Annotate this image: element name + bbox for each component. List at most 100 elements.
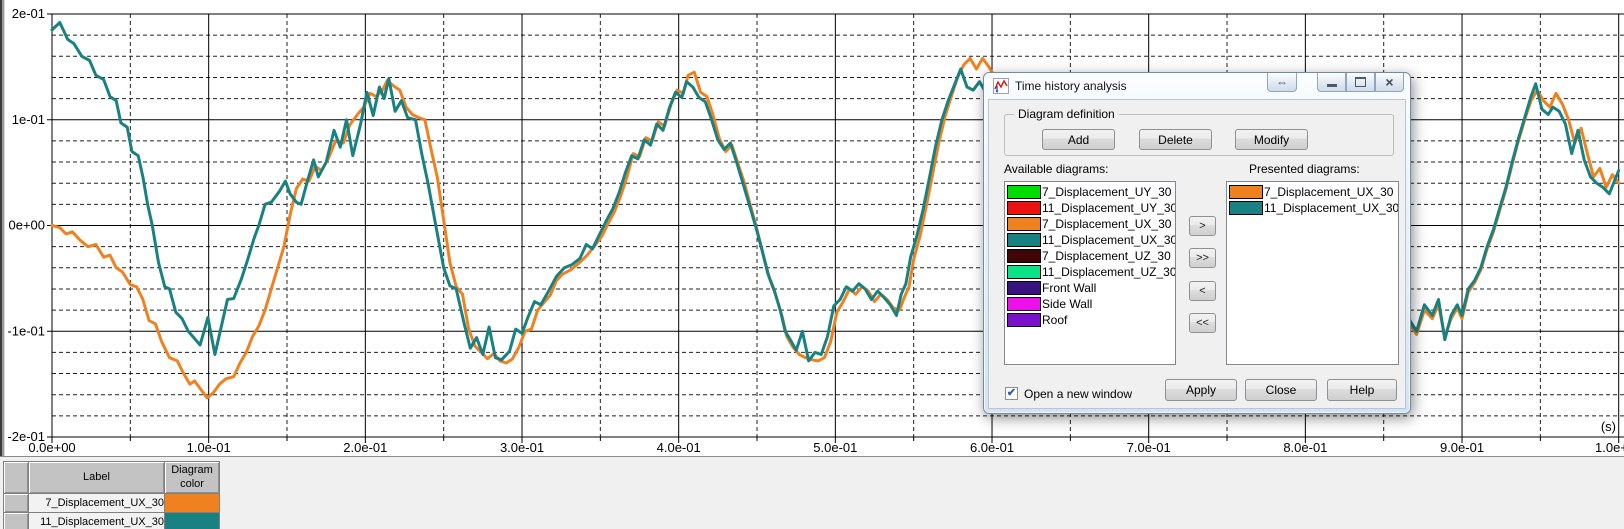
diagram-item-label: 11_Displacement_UY_30 — [1042, 200, 1176, 215]
diagram-item-label: Front Wall — [1042, 280, 1097, 295]
close-icon: × — [1385, 74, 1394, 90]
presented-diagram-item[interactable]: 7_Displacement_UX_30 — [1229, 184, 1398, 199]
x-axis-tick-label: 1.0e+00 — [1595, 440, 1624, 455]
row-selector-cell[interactable] — [3, 512, 29, 529]
legend-table-row: 7_Displacement_UX_30 — [3, 493, 220, 513]
presented-diagrams-list[interactable]: 7_Displacement_UX_30 11_Displacement_UX_3… — [1226, 181, 1399, 365]
diagram-item-label: 11_Displacement_UZ_30 — [1042, 264, 1176, 279]
x-axis-tick-label: 2.0e-01 — [343, 440, 387, 455]
available-diagram-item[interactable]: 7_Displacement_UY_30 — [1007, 184, 1175, 199]
y-axis-tick-label: 0e+00 — [8, 218, 45, 233]
close-button[interactable]: × — [1375, 73, 1404, 92]
diagram-item-label: 7_Displacement_UZ_30 — [1042, 248, 1171, 263]
diagram-color-swatch — [1229, 200, 1263, 215]
y-axis-tick-label: 2e-01 — [12, 6, 45, 21]
series-color-fill — [165, 494, 219, 512]
x-axis-tick-label: 4.0e-01 — [657, 440, 701, 455]
x-axis-tick-label: 5.0e-01 — [813, 440, 857, 455]
x-axis-tick-label: 0.0e+00 — [28, 440, 75, 455]
x-axis-tick-label: 7.0e-01 — [1127, 440, 1171, 455]
legend-panel: Label Diagram color 7_Displacement_UX_30 1… — [0, 456, 1624, 529]
resize-button[interactable]: ⇔ — [1267, 73, 1297, 92]
maximize-icon — [1355, 77, 1366, 87]
diagram-definition-groupbox: Diagram definition — [1004, 107, 1394, 156]
caption-button-group: × — [1317, 73, 1404, 92]
series-label-cell[interactable]: 11_Displacement_UX_30 — [28, 512, 165, 529]
modify-button[interactable]: Modify — [1235, 129, 1308, 150]
series-label-cell[interactable]: 7_Displacement_UX_30 — [28, 493, 165, 513]
diagram-item-label: Side Wall — [1042, 296, 1093, 311]
minimize-button[interactable] — [1317, 73, 1346, 92]
available-diagram-item[interactable]: 7_Displacement_UX_30 — [1007, 216, 1175, 231]
available-diagram-item[interactable]: 11_Displacement_UX_30 — [1007, 232, 1175, 247]
open-new-window-label: Open a new window — [1024, 387, 1133, 401]
resize-icon: ⇔ — [1276, 75, 1288, 89]
y-axis-tick-label: -2e-01 — [7, 429, 45, 444]
available-diagram-item[interactable]: Roof — [1007, 312, 1175, 327]
window-left-border — [0, 0, 5, 529]
maximize-button[interactable] — [1346, 73, 1375, 92]
diagram-item-label: Roof — [1042, 312, 1068, 327]
presented-diagram-item[interactable]: 11_Displacement_UX_30 — [1229, 200, 1398, 215]
series-color-fill — [165, 513, 219, 529]
move-all-right-button[interactable]: >> — [1189, 248, 1216, 268]
x-axis-tick-label: 8.0e-01 — [1283, 440, 1327, 455]
diagram-color-swatch — [1007, 296, 1041, 311]
available-diagrams-label: Available diagrams: — [1004, 162, 1109, 176]
diagram-color-swatch — [1007, 200, 1041, 215]
available-diagram-item[interactable]: 7_Displacement_UZ_30 — [1007, 248, 1175, 263]
y-axis-tick-label: -1e-01 — [7, 323, 45, 338]
row-selector-header — [3, 461, 29, 494]
groupbox-label: Diagram definition — [1014, 107, 1119, 121]
apply-button[interactable]: Apply — [1165, 379, 1237, 401]
series-color-cell[interactable] — [164, 493, 220, 513]
presented-diagrams-label: Presented diagrams: — [1249, 162, 1360, 176]
x-axis-tick-label: 1.0e-01 — [187, 440, 231, 455]
color-column-header: Diagram color — [164, 461, 220, 494]
delete-button[interactable]: Delete — [1139, 129, 1212, 150]
diagram-item-label: 7_Displacement_UX_30 — [1264, 184, 1394, 199]
chart-icon — [993, 78, 1009, 94]
row-selector-cell[interactable] — [3, 493, 29, 513]
legend-table-row: 11_Displacement_UX_30 — [3, 512, 220, 529]
available-diagram-item[interactable]: Front Wall — [1007, 280, 1175, 295]
y-axis-tick-label: 1e-01 — [12, 112, 45, 127]
move-left-button[interactable]: < — [1189, 281, 1216, 301]
available-diagrams-list[interactable]: 7_Displacement_UY_30 11_Displacement_UY_3… — [1004, 181, 1176, 365]
move-right-button[interactable]: > — [1189, 216, 1216, 236]
add-button[interactable]: Add — [1042, 129, 1115, 150]
diagram-color-swatch — [1229, 184, 1263, 199]
x-axis-tick-label: 3.0e-01 — [500, 440, 544, 455]
available-diagram-item[interactable]: 11_Displacement_UZ_30 — [1007, 264, 1175, 279]
dialog-titlebar[interactable]: Time history analysis ⇔ × — [984, 73, 1410, 98]
available-diagram-item[interactable]: 11_Displacement_UY_30 — [1007, 200, 1175, 215]
x-axis-tick-label: 6.0e-01 — [970, 440, 1014, 455]
diagram-color-swatch — [1007, 232, 1041, 247]
dialog-title: Time history analysis — [1015, 79, 1127, 93]
time-history-analysis-dialog: Time history analysis ⇔ × Diagram defini… — [983, 72, 1411, 414]
close-dialog-button[interactable]: Close — [1245, 379, 1317, 401]
label-column-header: Label — [28, 461, 165, 494]
diagram-color-swatch — [1007, 248, 1041, 263]
diagram-color-swatch — [1007, 216, 1041, 231]
diagram-item-label: 7_Displacement_UY_30 — [1042, 184, 1172, 199]
diagram-item-label: 7_Displacement_UX_30 — [1042, 216, 1172, 231]
open-new-window-checkbox[interactable]: ✔ — [1005, 387, 1018, 400]
x-axis-unit-label: (s) — [1601, 419, 1616, 434]
available-diagram-item[interactable]: Side Wall — [1007, 296, 1175, 311]
series-color-cell[interactable] — [164, 512, 220, 529]
legend-table: Label Diagram color 7_Displacement_UX_30 1… — [3, 461, 220, 529]
legend-header-row: Label Diagram color — [3, 461, 220, 494]
help-button[interactable]: Help — [1327, 379, 1397, 401]
minimize-icon — [1326, 83, 1337, 87]
diagram-color-swatch — [1007, 264, 1041, 279]
diagram-color-swatch — [1007, 312, 1041, 327]
x-axis-tick-label: 9.0e-01 — [1440, 440, 1484, 455]
diagram-item-label: 11_Displacement_UX_30 — [1042, 232, 1176, 247]
move-all-left-button[interactable]: << — [1189, 313, 1216, 333]
dialog-body: Diagram definition Add Delete Modify Ava… — [988, 99, 1406, 409]
diagram-item-label: 11_Displacement_UX_30 — [1264, 200, 1399, 215]
diagram-color-swatch — [1007, 280, 1041, 295]
diagram-color-swatch — [1007, 184, 1041, 199]
